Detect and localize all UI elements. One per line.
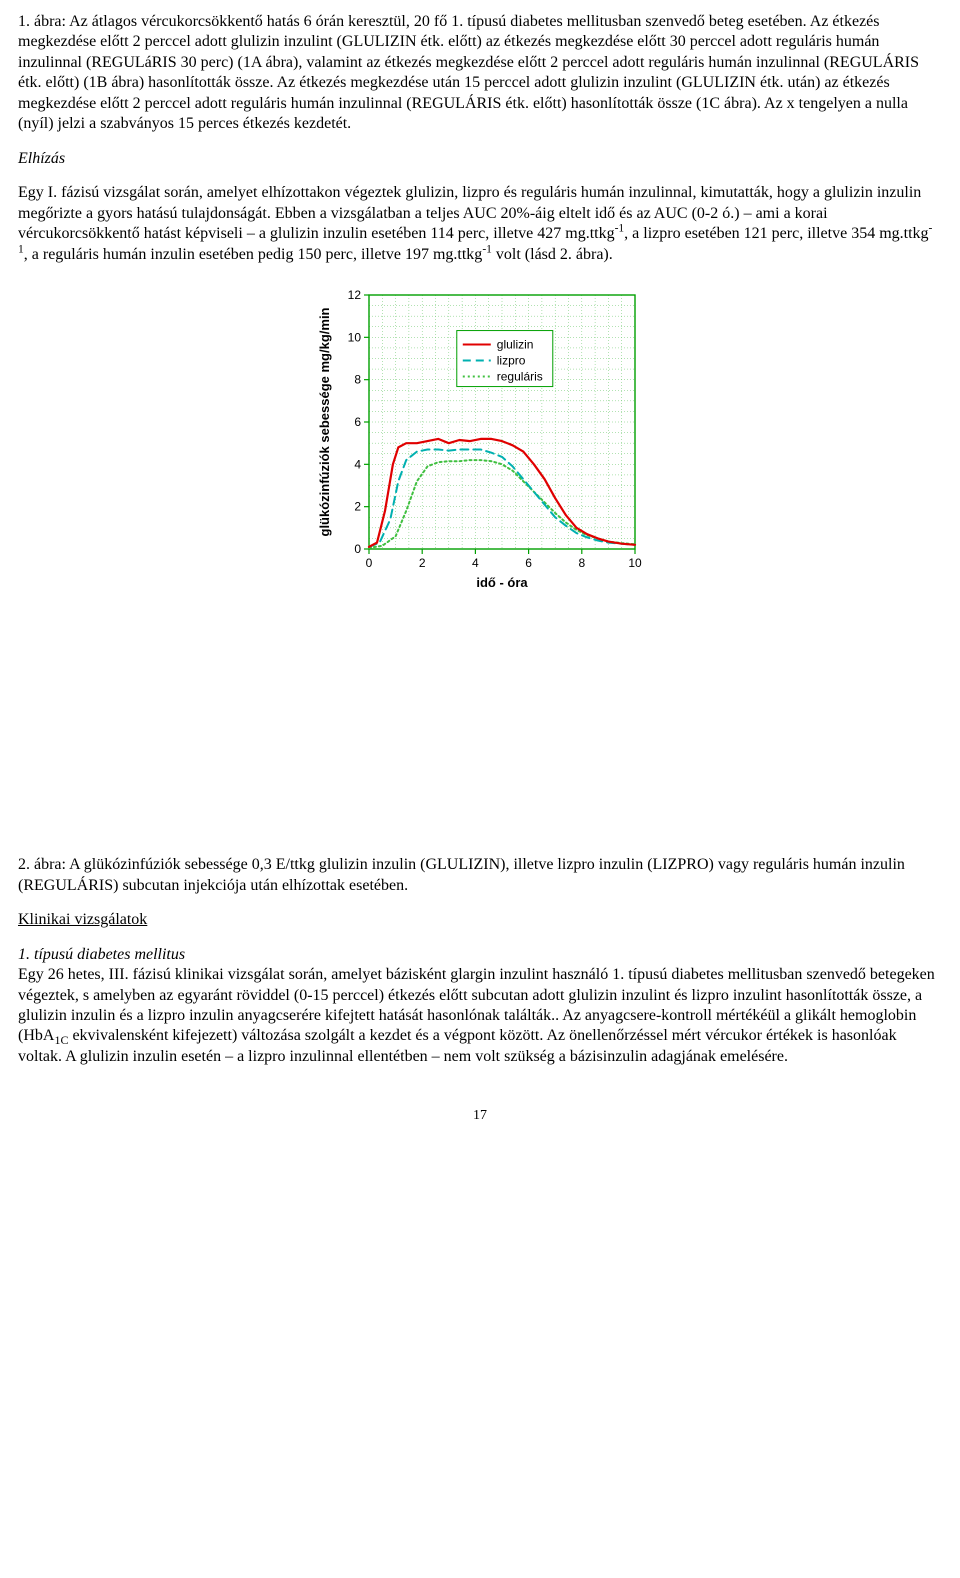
svg-text:2: 2 [419, 556, 426, 570]
text: , a lizpro esetében 121 perc, illetve 35… [624, 225, 928, 242]
svg-text:8: 8 [578, 556, 585, 570]
svg-text:4: 4 [354, 457, 361, 471]
svg-text:8: 8 [354, 373, 361, 387]
svg-text:2: 2 [354, 500, 361, 514]
svg-text:6: 6 [354, 415, 361, 429]
svg-text:idő - óra: idő - óra [476, 575, 528, 590]
text: volt (lásd 2. ábra). [492, 246, 613, 263]
svg-text:glulizin: glulizin [497, 338, 534, 352]
svg-text:lizpro: lizpro [497, 354, 526, 368]
subsection-heading: 1. típusú diabetes mellitus [18, 946, 185, 963]
sup-minus1: -1 [482, 243, 492, 255]
svg-text:glükózinfúziók sebessége mg/kg: glükózinfúziók sebessége mg/kg/min [317, 308, 332, 537]
section-clinical-heading: Klinikai vizsgálatok [18, 910, 942, 930]
sup-minus1: -1 [615, 223, 625, 235]
figure1-caption: 1. ábra: Az átlagos vércukorcsökkentő ha… [18, 12, 942, 135]
text: ekvivalensként kifejezett) változása szo… [18, 1027, 897, 1064]
page-number: 17 [18, 1107, 942, 1125]
glucose-infusion-chart: 0 2 4 6 8 10 0 2 4 6 8 10 12 idő - óra glükózinfúziók … [315, 285, 645, 595]
svg-text:10: 10 [348, 330, 362, 344]
figure2-caption: 2. ábra: A glükózinfúziók sebessége 0,3 … [18, 855, 942, 896]
sub-1c: 1C [54, 1034, 68, 1048]
svg-text:10: 10 [628, 556, 642, 570]
section-elhizas-heading: Elhízás [18, 149, 942, 169]
svg-text:reguláris: reguláris [497, 370, 543, 384]
spacer [18, 605, 942, 855]
underline-text: Klinikai vizsgálatok [18, 911, 147, 928]
svg-text:0: 0 [366, 556, 373, 570]
svg-text:0: 0 [354, 542, 361, 556]
svg-text:12: 12 [348, 288, 362, 302]
svg-text:4: 4 [472, 556, 479, 570]
type1-dm-paragraph: 1. típusú diabetes mellitus Egy 26 hetes… [18, 945, 942, 1068]
elhizas-paragraph: Egy I. fázisú vizsgálat során, amelyet e… [18, 183, 942, 265]
text: , a reguláris humán inzulin esetében ped… [24, 246, 483, 263]
svg-text:6: 6 [525, 556, 532, 570]
chart-container: 0 2 4 6 8 10 0 2 4 6 8 10 12 idő - óra glükózinfúziók … [18, 285, 942, 595]
